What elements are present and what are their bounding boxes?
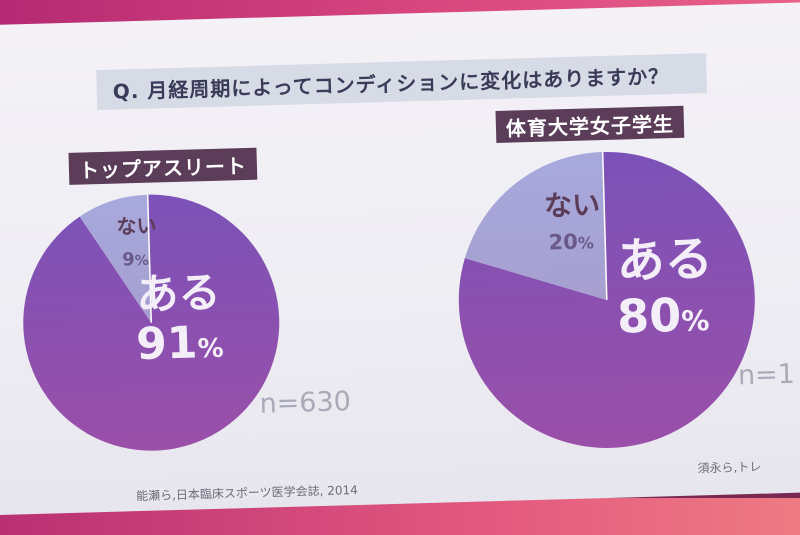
slice-value-no: 9% <box>122 249 149 271</box>
slice-value-yes-unit: % <box>197 334 224 365</box>
pie-slice-no <box>79 194 152 323</box>
citation-students: 須永ら,トレ <box>697 459 762 476</box>
pie-slice-yes <box>23 194 280 451</box>
slice-value-yes-value: 91 <box>136 317 199 370</box>
pie-divider <box>601 151 608 300</box>
pie-divider <box>146 194 153 323</box>
slice-value-no-value: 9 <box>122 249 135 270</box>
slice-value-no-unit: % <box>578 233 595 252</box>
slice-label-no: ない <box>544 188 601 223</box>
slice-value-yes: 91% <box>136 317 225 370</box>
slice-label-no-value: ない <box>544 188 601 223</box>
presentation-slide: Q. 月経周期によってコンディションに変化はありますか？ トップアスリート 体育… <box>0 2 800 516</box>
slice-value-no: 20% <box>548 229 594 254</box>
slice-label-no: ない <box>116 214 157 239</box>
sample-size-students: n=1 <box>738 359 796 392</box>
slice-label-yes-value: ある <box>136 268 221 319</box>
slice-value-yes: 80% <box>616 287 710 344</box>
slice-value-yes-value: 80 <box>616 288 681 344</box>
slice-value-yes-unit: % <box>681 304 710 338</box>
slice-value-no-unit: % <box>135 253 149 269</box>
slice-label-yes-value: ある <box>616 231 714 290</box>
slice-label-no-value: ない <box>116 214 157 239</box>
pie-slice-no <box>464 152 607 300</box>
slice-label-yes: ある <box>616 231 714 290</box>
sample-size-athletes: n=630 <box>259 386 351 420</box>
slice-label-yes: ある <box>136 268 221 319</box>
slice-value-no-value: 20 <box>548 230 578 255</box>
